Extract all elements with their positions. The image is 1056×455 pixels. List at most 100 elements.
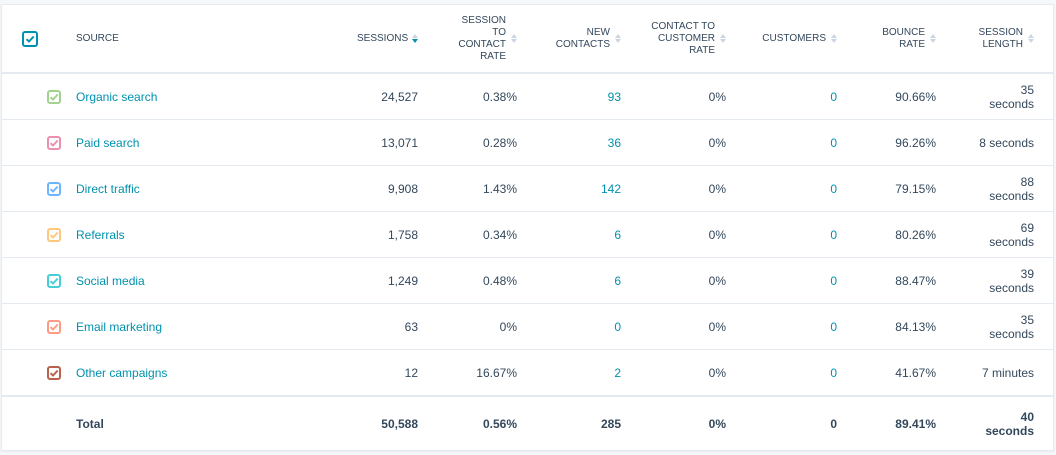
bounce-rate-cell: 90.66% <box>837 72 936 120</box>
bounce-rate-cell: 84.13% <box>837 303 936 350</box>
sort-arrows-icon[interactable] <box>412 34 418 43</box>
customers-link[interactable]: 0 <box>830 227 837 242</box>
row-checkbox[interactable] <box>47 181 61 196</box>
bounce-rate-cell: 88.47% <box>837 257 936 304</box>
contact-to-customer-rate-cell: 0% <box>621 72 726 120</box>
source-link[interactable]: Paid search <box>76 135 140 150</box>
header-row: Source Sessions Session to contact rate … <box>2 5 1053 73</box>
check-icon <box>25 35 35 43</box>
customers-link[interactable]: 0 <box>830 273 837 288</box>
table-row: Other campaigns 12 16.67% 2 0% 0 41.67% … <box>2 349 1053 396</box>
column-header-bounce-rate[interactable]: Bounce rate <box>837 5 936 73</box>
session-length-cell: 35 seconds <box>989 82 1034 111</box>
new-contacts-link[interactable]: 36 <box>607 135 621 150</box>
sessions-cell: 1,758 <box>321 211 418 258</box>
source-link[interactable]: Direct traffic <box>76 181 140 196</box>
row-checkbox[interactable] <box>47 319 61 334</box>
session-to-contact-rate-cell: 0.28% <box>418 119 517 166</box>
sort-arrows-icon[interactable] <box>930 34 936 43</box>
column-header-label: Bounce rate <box>882 26 925 50</box>
customers-link[interactable]: 0 <box>830 135 837 150</box>
row-checkbox[interactable] <box>47 227 61 242</box>
column-header-label: New contacts <box>555 26 610 50</box>
sort-arrows-icon[interactable] <box>720 34 726 43</box>
contact-to-customer-rate-cell: 0% <box>621 349 726 396</box>
row-checkbox[interactable] <box>47 273 61 288</box>
total-customers: 0 <box>726 395 837 450</box>
session-length-cell: 7 minutes <box>981 365 1034 380</box>
column-header-session-length[interactable]: Session length <box>936 5 1034 73</box>
sort-arrows-icon[interactable] <box>1028 34 1034 43</box>
session-to-contact-rate-cell: 16.67% <box>418 349 517 396</box>
new-contacts-link[interactable]: 93 <box>607 89 621 104</box>
source-link[interactable]: Social media <box>76 273 145 288</box>
sources-table: Source Sessions Session to contact rate … <box>2 5 1053 450</box>
column-header-contact-to-customer-rate[interactable]: Contact to customer rate <box>621 5 726 73</box>
contact-to-customer-rate-cell: 0% <box>621 119 726 166</box>
new-contacts-link[interactable]: 6 <box>614 227 621 242</box>
total-new-contacts: 285 <box>517 395 621 450</box>
new-contacts-link[interactable]: 142 <box>600 181 621 196</box>
select-all-checkbox[interactable] <box>22 30 38 47</box>
session-to-contact-rate-cell: 0.48% <box>418 257 517 304</box>
row-checkbox[interactable] <box>47 89 61 104</box>
column-header-source: Source <box>76 32 119 44</box>
column-header-new-contacts[interactable]: New contacts <box>517 5 621 73</box>
sessions-cell: 9,908 <box>321 165 418 212</box>
new-contacts-link[interactable]: 0 <box>614 319 621 334</box>
contact-to-customer-rate-cell: 0% <box>621 257 726 304</box>
contact-to-customer-rate-cell: 0% <box>621 303 726 350</box>
session-to-contact-rate-cell: 1.43% <box>418 165 517 212</box>
row-checkbox[interactable] <box>47 135 61 150</box>
column-header-label: Session to contact rate <box>458 14 506 62</box>
session-length-cell: 69 seconds <box>989 220 1034 249</box>
select-all-cell <box>2 5 61 73</box>
session-length-cell: 8 seconds <box>979 135 1034 150</box>
column-header-customers[interactable]: Customers <box>726 5 837 73</box>
bounce-rate-cell: 80.26% <box>837 211 936 258</box>
source-link[interactable]: Other campaigns <box>76 365 168 380</box>
total-sessions: 50,588 <box>321 395 418 450</box>
customers-link[interactable]: 0 <box>830 365 837 380</box>
session-to-contact-rate-cell: 0.34% <box>418 211 517 258</box>
sort-arrows-icon[interactable] <box>831 34 837 43</box>
table-row: Social media 1,249 0.48% 6 0% 0 88.47% 3… <box>2 257 1053 304</box>
total-row: Total 50,588 0.56% 285 0% 0 89.41% 40 se… <box>2 395 1053 450</box>
check-icon <box>49 323 59 331</box>
bounce-rate-cell: 79.15% <box>837 165 936 212</box>
check-icon <box>49 139 59 147</box>
check-icon <box>49 277 59 285</box>
check-icon <box>49 369 59 377</box>
session-to-contact-rate-cell: 0.38% <box>418 72 517 120</box>
new-contacts-link[interactable]: 2 <box>614 365 621 380</box>
total-contact-to-customer-rate: 0% <box>621 395 726 450</box>
column-header-session-to-contact-rate[interactable]: Session to contact rate <box>418 5 517 73</box>
table-row: Referrals 1,758 0.34% 6 0% 0 80.26% 69 s… <box>2 211 1053 258</box>
bounce-rate-cell: 96.26% <box>837 119 936 166</box>
sessions-cell: 1,249 <box>321 257 418 304</box>
source-link[interactable]: Referrals <box>76 227 125 242</box>
customers-link[interactable]: 0 <box>830 319 837 334</box>
check-icon <box>49 93 59 101</box>
contact-to-customer-rate-cell: 0% <box>621 165 726 212</box>
column-header-sessions[interactable]: Sessions <box>321 5 418 73</box>
customers-link[interactable]: 0 <box>830 181 837 196</box>
session-length-cell: 35 seconds <box>989 312 1034 341</box>
new-contacts-link[interactable]: 6 <box>614 273 621 288</box>
total-session-to-contact-rate: 0.56% <box>418 395 517 450</box>
sort-arrows-icon[interactable] <box>615 34 621 43</box>
sessions-cell: 13,071 <box>321 119 418 166</box>
session-to-contact-rate-cell: 0% <box>418 303 517 350</box>
table-row: Direct traffic 9,908 1.43% 142 0% 0 79.1… <box>2 165 1053 212</box>
source-link[interactable]: Email marketing <box>76 319 163 334</box>
source-link[interactable]: Organic search <box>76 89 158 104</box>
contact-to-customer-rate-cell: 0% <box>621 211 726 258</box>
table-row: Email marketing 63 0% 0 0% 0 84.13% 35 s… <box>2 303 1053 350</box>
session-length-cell: 39 seconds <box>989 266 1034 295</box>
column-header-label: Customers <box>762 32 826 44</box>
row-checkbox[interactable] <box>47 365 61 380</box>
customers-link[interactable]: 0 <box>830 89 837 104</box>
column-header-label: Sessions <box>357 32 409 44</box>
sort-arrows-icon[interactable] <box>511 34 517 43</box>
check-icon <box>49 185 59 193</box>
